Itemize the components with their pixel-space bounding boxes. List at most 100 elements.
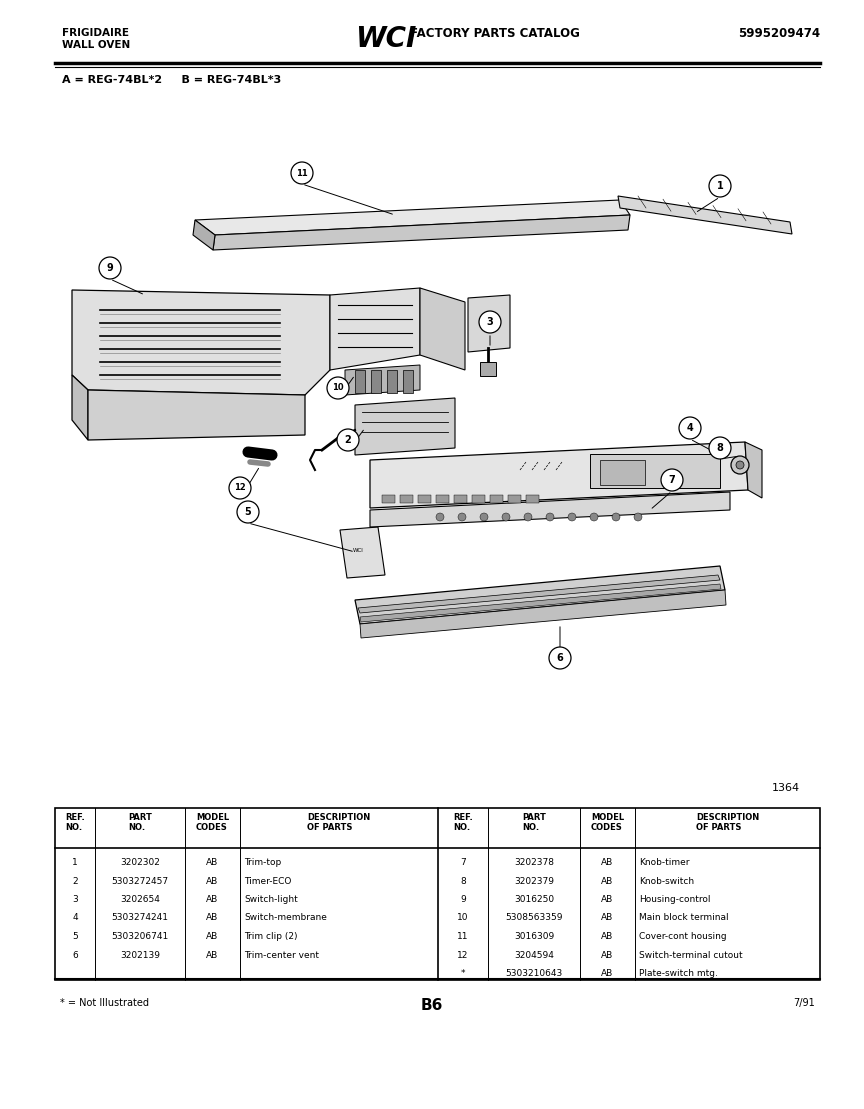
Text: 3202379: 3202379	[514, 876, 554, 885]
Text: 3: 3	[486, 317, 493, 327]
Text: 10: 10	[457, 914, 469, 923]
Text: Plate-switch mtg.: Plate-switch mtg.	[639, 969, 718, 978]
Text: AB: AB	[601, 950, 613, 959]
Bar	[387, 370, 397, 393]
Text: AB: AB	[601, 895, 613, 904]
Polygon shape	[420, 288, 465, 370]
Text: 6: 6	[72, 950, 78, 959]
Text: 8: 8	[461, 876, 466, 885]
Text: Housing-control: Housing-control	[639, 895, 710, 904]
Text: 5303272457: 5303272457	[111, 876, 168, 885]
Text: REF.
NO.: REF. NO.	[453, 813, 473, 833]
Bar	[55, 808, 820, 980]
Polygon shape	[330, 288, 420, 370]
Text: AB: AB	[206, 895, 219, 904]
Text: B6: B6	[421, 998, 443, 1013]
Polygon shape	[340, 527, 385, 578]
Circle shape	[479, 311, 501, 333]
Text: DESCRIPTION
OF PARTS: DESCRIPTION OF PARTS	[696, 813, 759, 833]
Text: 7/91: 7/91	[793, 998, 815, 1008]
Text: 3016309: 3016309	[514, 932, 554, 942]
Circle shape	[229, 477, 251, 499]
Bar	[436, 495, 449, 503]
Circle shape	[524, 513, 532, 521]
Text: AB: AB	[206, 950, 219, 959]
Text: PART
NO.: PART NO.	[128, 813, 152, 833]
Text: 3204594: 3204594	[514, 950, 554, 959]
Text: 9: 9	[461, 895, 466, 904]
Text: Timer-ECO: Timer-ECO	[244, 876, 291, 885]
Circle shape	[480, 513, 488, 521]
Text: 10: 10	[332, 384, 344, 393]
Text: 2: 2	[345, 435, 352, 445]
Polygon shape	[355, 566, 725, 624]
Text: 3: 3	[72, 895, 78, 904]
Text: 7: 7	[461, 858, 466, 867]
Circle shape	[590, 513, 598, 521]
Polygon shape	[618, 196, 792, 234]
Text: 5303210643: 5303210643	[505, 969, 562, 978]
Circle shape	[709, 437, 731, 459]
Text: MODEL
CODES: MODEL CODES	[196, 813, 229, 833]
Circle shape	[337, 429, 359, 451]
Bar	[490, 495, 503, 503]
Circle shape	[634, 513, 642, 521]
Circle shape	[436, 513, 444, 521]
Polygon shape	[72, 289, 330, 395]
Circle shape	[458, 513, 466, 521]
Circle shape	[327, 377, 349, 399]
Text: AB: AB	[601, 932, 613, 942]
Text: AB: AB	[601, 914, 613, 923]
Text: WALL OVEN: WALL OVEN	[62, 40, 130, 50]
Bar	[403, 370, 413, 393]
Text: AB: AB	[206, 932, 219, 942]
Polygon shape	[72, 375, 88, 440]
Circle shape	[679, 417, 701, 439]
Bar	[508, 495, 521, 503]
Text: AB: AB	[601, 876, 613, 885]
Polygon shape	[360, 584, 721, 622]
Text: 1: 1	[716, 181, 723, 191]
Polygon shape	[193, 220, 215, 250]
Text: 5: 5	[245, 507, 251, 517]
Text: DESCRIPTION
OF PARTS: DESCRIPTION OF PARTS	[308, 813, 371, 833]
Text: FACTORY PARTS CATALOG: FACTORY PARTS CATALOG	[410, 27, 580, 40]
Bar	[382, 495, 395, 503]
Polygon shape	[195, 200, 630, 235]
Text: 3202302: 3202302	[120, 858, 160, 867]
Circle shape	[612, 513, 620, 521]
Text: 3202654: 3202654	[120, 895, 160, 904]
Text: PART
NO.: PART NO.	[522, 813, 546, 833]
Polygon shape	[468, 295, 510, 352]
Polygon shape	[355, 398, 455, 455]
Text: 11: 11	[296, 169, 308, 177]
Text: AB: AB	[601, 858, 613, 867]
Text: Knob-switch: Knob-switch	[639, 876, 694, 885]
Bar	[418, 495, 431, 503]
Text: Cover-cont housing: Cover-cont housing	[639, 932, 727, 942]
Polygon shape	[345, 365, 420, 395]
Text: 8: 8	[716, 442, 723, 452]
Text: *: *	[461, 969, 465, 978]
Text: 3016250: 3016250	[514, 895, 554, 904]
Bar	[371, 370, 381, 393]
Text: * = Not Illustrated: * = Not Illustrated	[60, 998, 149, 1008]
Polygon shape	[745, 442, 762, 498]
Circle shape	[546, 513, 554, 521]
Text: A = REG-74BL*2     B = REG-74BL*3: A = REG-74BL*2 B = REG-74BL*3	[62, 75, 282, 85]
Polygon shape	[358, 574, 720, 613]
Text: MODEL
CODES: MODEL CODES	[591, 813, 624, 833]
Circle shape	[709, 175, 731, 197]
Text: WCI: WCI	[353, 548, 364, 552]
Polygon shape	[213, 215, 630, 250]
Bar	[590, 454, 720, 488]
Polygon shape	[88, 390, 305, 440]
Text: Switch-membrane: Switch-membrane	[244, 914, 327, 923]
Text: FRIGIDAIRE: FRIGIDAIRE	[62, 28, 129, 38]
Bar	[472, 495, 485, 503]
Circle shape	[661, 469, 683, 491]
Bar	[600, 460, 645, 485]
Circle shape	[99, 257, 121, 279]
Text: WCI: WCI	[355, 26, 416, 53]
Circle shape	[736, 461, 744, 469]
